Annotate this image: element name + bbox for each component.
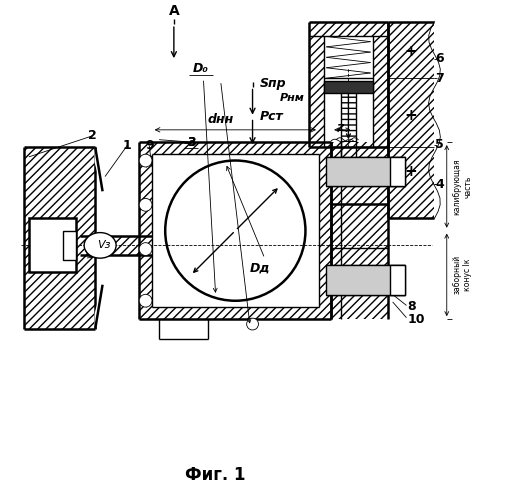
Text: 7: 7: [435, 72, 443, 85]
Bar: [326, 265, 404, 294]
Polygon shape: [95, 284, 102, 329]
Text: 2: 2: [88, 129, 97, 142]
Text: A: A: [168, 4, 179, 18]
Circle shape: [165, 160, 305, 301]
Text: 1: 1: [123, 139, 131, 152]
Bar: [372, 22, 387, 147]
Text: 8: 8: [407, 300, 415, 314]
Text: D₀: D₀: [192, 62, 209, 75]
Text: 5: 5: [435, 138, 443, 151]
Bar: [341, 93, 355, 147]
Bar: [63, 230, 75, 260]
Bar: [308, 22, 323, 147]
Bar: [308, 22, 387, 36]
Ellipse shape: [84, 232, 116, 258]
Text: заборный
конус lк: заборный конус lк: [452, 256, 471, 294]
Bar: [389, 265, 404, 294]
Text: Sпр: Sпр: [260, 76, 286, 90]
Text: 4: 4: [435, 178, 443, 192]
Bar: [323, 80, 372, 93]
Circle shape: [139, 294, 152, 307]
Text: +: +: [404, 164, 417, 179]
Bar: [326, 265, 404, 294]
Bar: [80, 236, 152, 255]
Bar: [389, 157, 404, 186]
Bar: [139, 142, 330, 154]
Text: 3: 3: [186, 136, 195, 148]
Bar: [139, 307, 330, 319]
Text: 6: 6: [435, 52, 443, 65]
Bar: [387, 22, 434, 218]
Text: Dд: Dд: [249, 262, 270, 275]
Bar: [326, 157, 404, 186]
Text: Vз: Vз: [97, 240, 110, 250]
Text: 10: 10: [407, 312, 424, 326]
Bar: [139, 142, 152, 319]
Text: 9: 9: [145, 139, 153, 152]
Bar: [29, 218, 75, 272]
Circle shape: [246, 318, 258, 330]
Text: калибрующая
часть: калибрующая часть: [452, 158, 471, 214]
Bar: [326, 157, 404, 186]
Bar: [318, 142, 330, 319]
Text: Pнм: Pнм: [279, 93, 303, 103]
Text: 3: 3: [186, 136, 195, 148]
Text: +: +: [404, 44, 417, 59]
Text: +: +: [404, 108, 417, 122]
Bar: [24, 147, 95, 329]
Text: Pст: Pст: [260, 110, 283, 122]
Text: z: z: [335, 121, 343, 134]
Circle shape: [139, 154, 152, 167]
Polygon shape: [95, 147, 102, 192]
Bar: [330, 142, 387, 319]
Text: dнн: dнн: [207, 113, 233, 126]
Circle shape: [139, 242, 152, 256]
Text: Фиг. 1: Фиг. 1: [185, 466, 245, 484]
Circle shape: [139, 198, 152, 211]
